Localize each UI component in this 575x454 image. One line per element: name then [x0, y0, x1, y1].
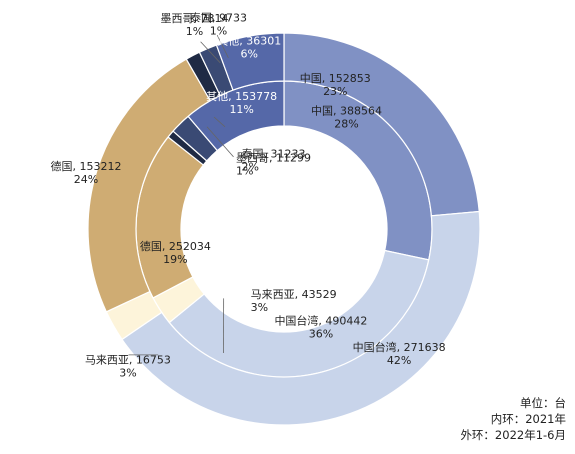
- inner-ring-text: 内环：2021年: [460, 411, 566, 427]
- outer-ring-text: 外环：2022年1-6月: [460, 427, 566, 443]
- unit-text: 单位：台: [460, 395, 566, 411]
- unit-legend: 单位：台 内环：2021年 外环：2022年1-6月: [460, 395, 566, 443]
